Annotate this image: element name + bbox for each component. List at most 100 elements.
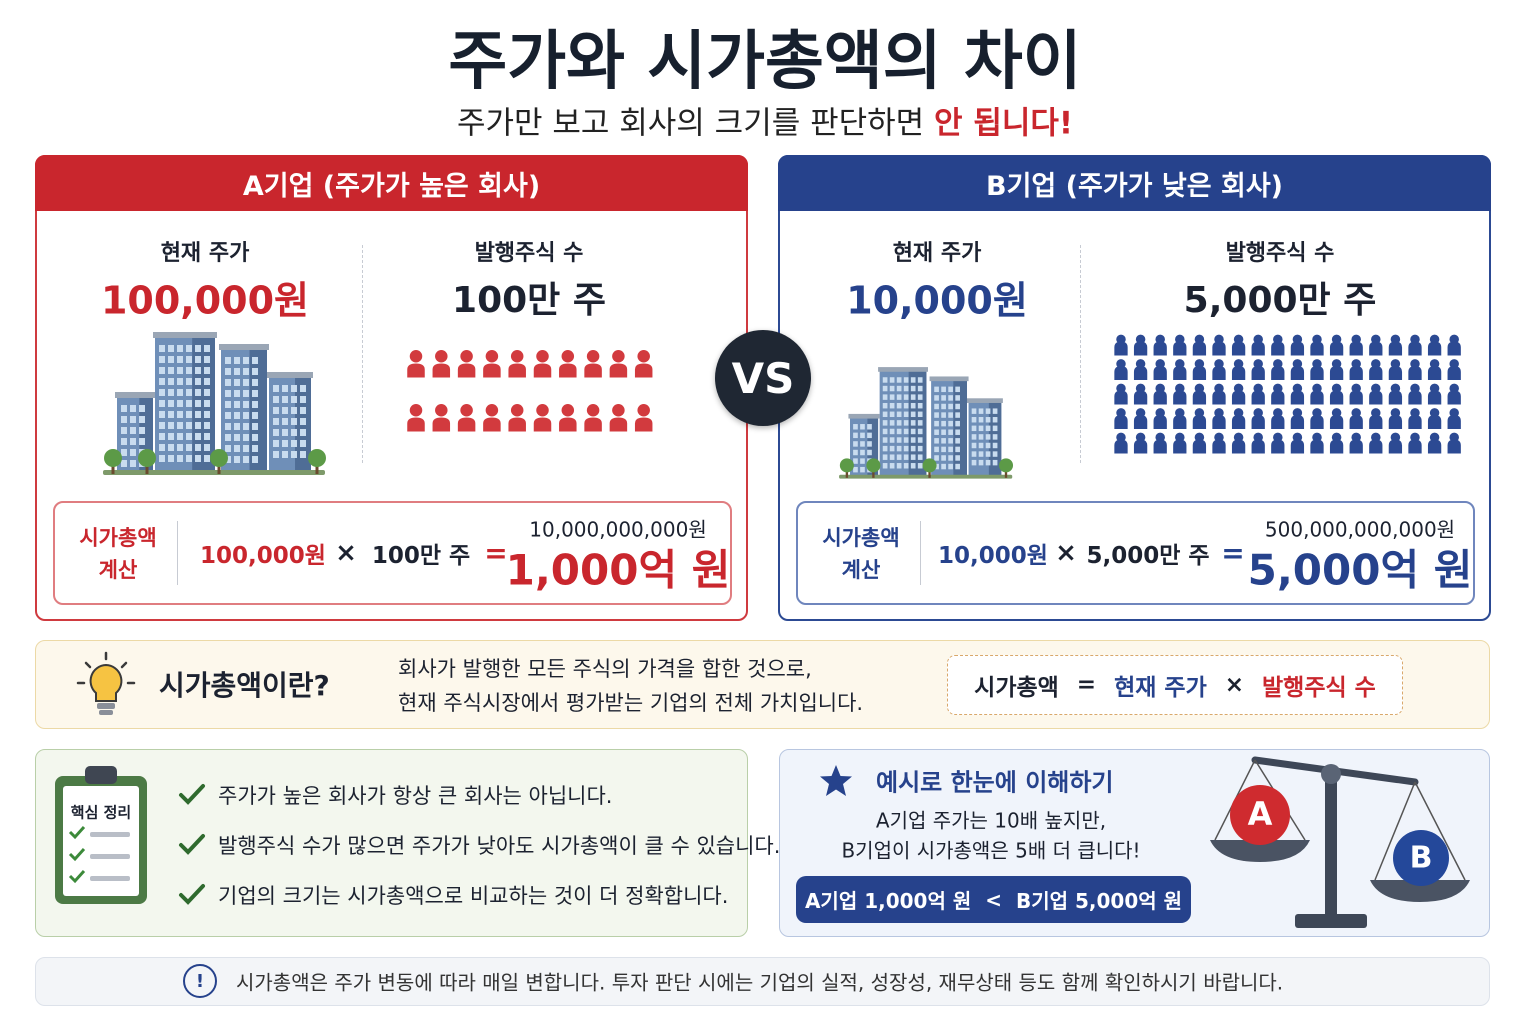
window <box>186 444 192 451</box>
window <box>882 463 888 469</box>
person-body <box>1153 390 1167 405</box>
person-body <box>1349 390 1363 405</box>
window <box>177 433 183 440</box>
scale-label-a: A <box>1248 795 1273 833</box>
person-body <box>584 417 602 432</box>
person-body <box>1310 439 1324 454</box>
person-body <box>1212 341 1226 356</box>
window <box>889 394 895 400</box>
person-head <box>460 404 473 417</box>
price: 100,000원 <box>100 278 310 323</box>
person-head <box>1449 359 1459 369</box>
person-body <box>432 417 451 432</box>
person-head <box>1273 432 1283 443</box>
person-body <box>1114 341 1128 356</box>
window <box>159 444 165 451</box>
window <box>910 377 916 383</box>
person-head <box>1292 408 1303 418</box>
window <box>168 422 174 429</box>
window <box>896 394 902 400</box>
person-head <box>1429 359 1440 369</box>
window <box>896 428 902 435</box>
window <box>243 423 249 430</box>
person-head <box>1292 359 1303 369</box>
window <box>985 408 991 414</box>
window <box>955 412 960 418</box>
person-body <box>407 417 425 432</box>
window <box>860 466 865 473</box>
person-body <box>533 417 552 432</box>
person-head <box>1371 359 1381 369</box>
person-body <box>1408 439 1422 454</box>
person-head <box>1233 408 1244 418</box>
person-body <box>1114 366 1128 380</box>
window <box>971 417 977 423</box>
window <box>971 459 977 466</box>
definition-panel: 시가총액이란? 회사가 발행한 모든 주식의 가격을 합한 것으로, 현재 주식… <box>35 640 1490 729</box>
person-body <box>559 417 577 432</box>
person-body <box>483 417 501 432</box>
window <box>282 407 288 414</box>
window <box>910 445 916 452</box>
calc-box: 시가총액 계산 10,000원 × 5,000만 주 = 500,000,000,000원 5… <box>796 501 1475 605</box>
window <box>978 425 984 432</box>
window <box>889 437 895 443</box>
window <box>139 405 145 412</box>
window <box>896 437 902 443</box>
window <box>252 379 258 386</box>
summary-item: 발행주식 수가 많으면 주가가 낮아도 시가총액이 클 수 있습니다. <box>218 834 781 858</box>
window <box>910 420 916 426</box>
person-body <box>483 363 501 378</box>
window <box>910 454 916 460</box>
window <box>204 378 210 385</box>
window <box>934 403 939 410</box>
tower <box>879 371 927 477</box>
window <box>910 402 916 409</box>
window <box>234 423 240 430</box>
window <box>204 356 210 363</box>
person-head <box>1233 432 1244 443</box>
window <box>300 418 306 425</box>
tower-top <box>967 398 1003 403</box>
summary-panel: 핵심 정리 주가가 높은 회사가 항상 큰 회사는 아닙니다. 발행주식 수가 많… <box>35 749 780 937</box>
tower-side <box>908 371 927 477</box>
person-body <box>1329 390 1344 405</box>
ground <box>103 470 325 475</box>
window <box>882 454 888 460</box>
window <box>948 403 953 410</box>
tower-side <box>867 417 879 477</box>
person-head <box>1351 432 1361 443</box>
person-head <box>1135 383 1146 394</box>
check-icon <box>179 834 205 855</box>
person-body <box>1271 415 1285 429</box>
window <box>853 449 858 456</box>
window <box>978 442 984 449</box>
window <box>291 385 297 392</box>
person-head <box>485 350 499 363</box>
person-head <box>1331 359 1342 369</box>
window <box>225 379 231 386</box>
person-body <box>457 417 476 432</box>
company-header-text: B기업 (주가가 낮은 회사) <box>985 170 1284 202</box>
window <box>300 451 306 458</box>
person-head <box>1371 408 1381 418</box>
tree <box>866 458 881 473</box>
person-head <box>1233 383 1244 394</box>
person-head <box>561 404 575 417</box>
person-head <box>1194 432 1205 443</box>
person-head <box>510 350 524 363</box>
person-body <box>1310 415 1324 429</box>
person-head <box>1312 334 1322 345</box>
window <box>252 401 258 408</box>
person-head <box>1292 432 1303 443</box>
person-head <box>1410 334 1420 345</box>
person-head <box>1233 359 1244 369</box>
tree-trunk <box>872 470 875 478</box>
window <box>177 455 183 462</box>
window <box>934 420 939 427</box>
window <box>234 456 240 463</box>
person-body <box>1290 341 1305 356</box>
window <box>177 422 183 429</box>
window <box>853 441 858 447</box>
tower <box>117 397 153 472</box>
